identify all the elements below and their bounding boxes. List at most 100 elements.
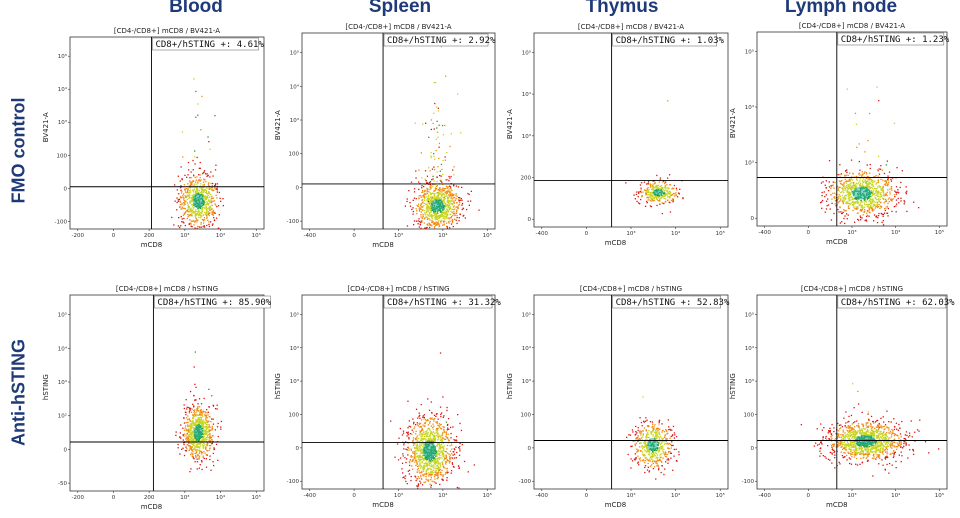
event-dot xyxy=(423,465,425,467)
event-dot xyxy=(430,156,433,159)
event-dot xyxy=(200,419,202,421)
event-dot xyxy=(889,188,891,190)
event-dot xyxy=(449,185,451,187)
event-dot xyxy=(447,211,449,213)
event-dot xyxy=(430,431,432,433)
event-dot xyxy=(446,406,448,409)
event-dot xyxy=(444,213,446,215)
event-dot xyxy=(417,476,419,478)
event-dot xyxy=(661,196,663,199)
event-dot xyxy=(874,201,876,204)
event-dot xyxy=(434,168,436,171)
event-dot xyxy=(829,208,831,210)
event-dot xyxy=(207,174,209,176)
event-dot xyxy=(421,437,423,440)
event-dot xyxy=(203,457,205,460)
event-dot xyxy=(869,167,871,170)
event-dot xyxy=(429,417,431,419)
event-dot xyxy=(418,198,420,200)
event-dot xyxy=(198,458,200,460)
event-dot xyxy=(426,206,428,208)
event-dot xyxy=(442,220,445,222)
event-dot xyxy=(870,198,872,201)
event-dot xyxy=(452,202,454,205)
event-dot xyxy=(192,159,194,162)
event-dot xyxy=(196,408,198,410)
event-dot xyxy=(191,204,193,206)
event-dot xyxy=(434,218,436,221)
event-dot xyxy=(429,181,432,183)
event-dot xyxy=(434,466,436,468)
event-dot xyxy=(669,192,671,195)
event-dot xyxy=(893,122,896,124)
event-dot xyxy=(425,432,428,435)
event-dot xyxy=(842,191,845,194)
event-dot xyxy=(445,421,448,423)
event-dot xyxy=(183,435,185,437)
event-dot xyxy=(429,430,431,432)
event-dot xyxy=(212,435,214,437)
y-tick-label: 10³ xyxy=(290,117,299,124)
event-dot xyxy=(421,443,423,445)
event-dot xyxy=(185,211,187,213)
event-dot xyxy=(399,427,401,430)
event-dot xyxy=(433,227,436,229)
event-dot xyxy=(860,219,862,221)
event-dot xyxy=(445,436,448,438)
event-dot xyxy=(435,482,437,484)
event-dot xyxy=(451,208,453,210)
event-dot xyxy=(190,411,193,413)
x-tick-label: 0 xyxy=(352,493,356,499)
event-dot xyxy=(864,179,866,181)
event-dot xyxy=(650,193,652,195)
event-dot xyxy=(200,450,202,453)
event-dot xyxy=(661,212,663,215)
event-dot xyxy=(446,424,449,426)
event-dot xyxy=(422,459,424,461)
event-dot xyxy=(209,416,211,418)
event-dot xyxy=(188,169,190,171)
event-dot xyxy=(415,433,417,435)
event-dot xyxy=(427,439,430,441)
event-dot xyxy=(432,220,434,223)
event-dot xyxy=(208,185,210,187)
event-dot xyxy=(889,191,891,193)
x-tick-label: 10³ xyxy=(180,232,189,239)
event-dot xyxy=(643,455,645,457)
event-dot xyxy=(177,225,179,227)
event-dot xyxy=(194,186,196,188)
event-dot xyxy=(419,444,421,446)
event-dot xyxy=(423,475,425,477)
event-dot xyxy=(844,198,847,200)
event-dot xyxy=(185,399,187,401)
event-dot xyxy=(859,202,861,204)
event-dot xyxy=(430,439,432,441)
event-dot xyxy=(634,453,636,455)
event-dot xyxy=(186,406,188,408)
event-dot xyxy=(438,449,440,452)
event-dot xyxy=(856,146,858,148)
event-dot xyxy=(428,464,430,466)
event-dot xyxy=(409,205,412,207)
event-dot xyxy=(669,450,671,453)
event-dot xyxy=(870,186,873,189)
event-dot xyxy=(447,179,449,181)
event-dot xyxy=(427,197,429,200)
event-dot xyxy=(883,198,885,200)
event-dot xyxy=(183,202,185,204)
event-dot xyxy=(440,471,442,473)
event-dot xyxy=(186,444,188,446)
event-dot xyxy=(206,175,208,177)
event-dot xyxy=(858,143,860,145)
event-dot xyxy=(652,195,654,197)
event-dot xyxy=(203,171,205,173)
event-dot xyxy=(856,200,859,202)
event-dot xyxy=(453,193,455,196)
event-dot xyxy=(856,179,858,181)
event-dot xyxy=(866,173,868,175)
event-dot xyxy=(640,434,642,436)
event-dot xyxy=(453,457,456,459)
event-dot xyxy=(437,451,439,453)
event-dot xyxy=(189,214,192,216)
event-dot xyxy=(216,404,218,406)
